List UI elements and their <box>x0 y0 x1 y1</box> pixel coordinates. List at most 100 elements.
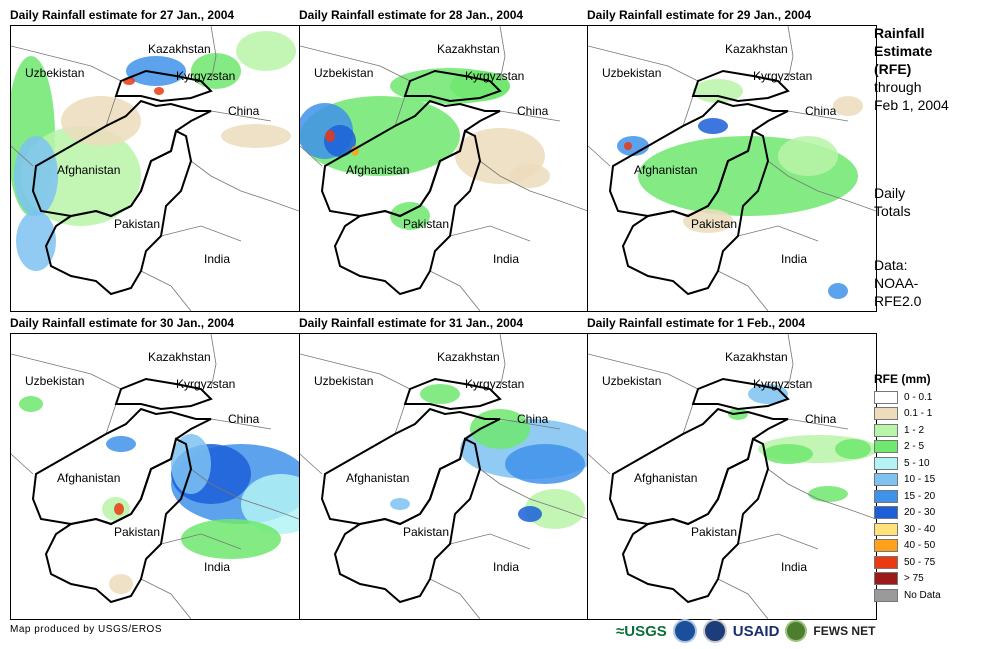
legend-item: 10 - 15 <box>874 472 941 489</box>
rainfall-area <box>126 56 186 86</box>
side-daily-totals: Daily Totals <box>874 184 911 220</box>
legend-title: RFE (mm) <box>874 372 931 386</box>
map-label-kazakhstan: Kazakhstan <box>725 350 788 364</box>
fews-globe-icon <box>785 620 808 642</box>
rainfall-area <box>778 136 838 176</box>
map-label-india: India <box>781 560 808 574</box>
map-label-kazakhstan: Kazakhstan <box>437 42 500 56</box>
side-date: Feb 1, 2004 <box>874 97 949 113</box>
map-label-kyrgyzstan: Kyrgyzstan <box>176 69 236 83</box>
map-label-afghanistan: Afghanistan <box>634 471 698 485</box>
panel-title: Daily Rainfall estimate for 1 Feb., 2004 <box>587 316 806 330</box>
rainfall-area <box>617 136 649 156</box>
legend-swatch <box>874 489 898 503</box>
map-label-afghanistan: Afghanistan <box>634 163 698 177</box>
side-title-line-3: (RFE) <box>874 61 912 77</box>
rainfall-area <box>683 209 733 233</box>
kyrgyzstan-border <box>403 69 502 103</box>
legend-swatch <box>874 440 898 454</box>
rainfall-map: Kazakhstan Uzbekistan Kyrgyzstan China Afgha… <box>587 333 877 620</box>
rainfall-area <box>61 96 141 146</box>
side-title-line-1: Rainfall <box>874 25 925 41</box>
legend-item: 5 - 10 <box>874 455 941 472</box>
rainfall-area <box>109 574 133 594</box>
map-label-pakistan: Pakistan <box>691 525 738 539</box>
map-label-india: India <box>781 252 808 266</box>
rainfall-area <box>518 506 542 522</box>
legend-item: 40 - 50 <box>874 538 941 555</box>
legend-item: 1 - 2 <box>874 422 941 439</box>
legend: 0 - 0.1 0.1 - 1 1 - 2 2 - 5 5 - 10 10 - 15 15 … <box>874 389 941 604</box>
side-data-source: Data: NOAA- RFE2.0 <box>874 256 921 310</box>
map-label-india: India <box>493 560 520 574</box>
rainfall-map-graphic <box>588 26 876 311</box>
map-label-india: India <box>493 252 520 266</box>
kyrgyzstan-border <box>691 69 790 103</box>
rainfall-area <box>525 489 585 529</box>
pakistan-border <box>333 129 482 296</box>
side-data-3: RFE2.0 <box>874 293 922 309</box>
legend-swatch <box>874 407 898 421</box>
country-border <box>11 334 299 619</box>
map-label-kyrgyzstan: Kyrgyzstan <box>465 377 525 391</box>
country-border <box>300 334 588 619</box>
legend-label: 40 - 50 <box>904 540 936 552</box>
map-label-pakistan: Pakistan <box>691 217 738 231</box>
rainfall-map-graphic <box>588 334 876 619</box>
legend-label: 30 - 40 <box>904 523 936 535</box>
map-label-pakistan: Pakistan <box>114 217 161 231</box>
legend-item: 50 - 75 <box>874 554 941 571</box>
map-label-afghanistan: Afghanistan <box>346 163 410 177</box>
map-label-china: China <box>228 412 260 426</box>
fews-net-logo: FEWS NET <box>813 624 876 638</box>
map-label-afghanistan: Afghanistan <box>57 471 121 485</box>
rainfall-area <box>808 486 848 502</box>
rainfall-area <box>420 384 460 404</box>
map-label-uzbekistan: Uzbekistan <box>25 374 85 388</box>
rainfall-area <box>241 474 299 534</box>
rainfall-area <box>698 118 728 134</box>
kyrgyzstan-border <box>403 377 502 411</box>
kyrgyzstan-border <box>691 377 790 411</box>
panel-title: Daily Rainfall estimate for 28 Jan., 200… <box>299 8 524 22</box>
side-through: through <box>874 79 922 95</box>
legend-label: 0 - 0.1 <box>904 391 933 403</box>
panel-title: Daily Rainfall estimate for 29 Jan., 200… <box>587 8 812 22</box>
map-label-india: India <box>204 560 231 574</box>
legend-label: 10 - 15 <box>904 474 936 486</box>
rainfall-area <box>181 519 281 559</box>
legend-item: 0.1 - 1 <box>874 406 941 423</box>
legend-item: 20 - 30 <box>874 505 941 522</box>
country-border <box>588 26 876 311</box>
country-border <box>11 26 299 311</box>
pakistan-border <box>621 129 770 296</box>
rainfall-map: Kazakhstan Uzbekistan Kyrgyzstan China Afgha… <box>10 25 300 312</box>
map-label-uzbekistan: Uzbekistan <box>602 66 662 80</box>
legend-swatch <box>874 572 898 586</box>
rainfall-map: Kazakhstan Uzbekistan Kyrgyzstan China Afgha… <box>299 333 589 620</box>
legend-swatch <box>874 473 898 487</box>
rainfall-area <box>16 211 56 271</box>
legend-swatch <box>874 555 898 569</box>
map-label-kyrgyzstan: Kyrgyzstan <box>176 377 236 391</box>
legend-item: 15 - 20 <box>874 488 941 505</box>
legend-item: > 75 <box>874 571 941 588</box>
map-label-china: China <box>517 412 549 426</box>
map-label-uzbekistan: Uzbekistan <box>25 66 85 80</box>
rainfall-area <box>390 202 430 230</box>
rainfall-area <box>828 283 848 299</box>
map-label-pakistan: Pakistan <box>403 217 450 231</box>
pakistan-border <box>333 437 482 604</box>
side-data-1: Data: <box>874 257 908 273</box>
noaa-logo-icon <box>672 619 697 643</box>
map-label-afghanistan: Afghanistan <box>346 471 410 485</box>
rainfall-map-graphic <box>300 334 588 619</box>
map-label-kazakhstan: Kazakhstan <box>148 350 211 364</box>
rainfall-area <box>106 436 136 452</box>
legend-swatch <box>874 522 898 536</box>
map-label-pakistan: Pakistan <box>114 525 161 539</box>
legend-item: No Data <box>874 587 941 604</box>
country-border <box>300 26 588 311</box>
kyrgyzstan-border <box>114 377 213 411</box>
pakistan-border <box>621 437 770 604</box>
